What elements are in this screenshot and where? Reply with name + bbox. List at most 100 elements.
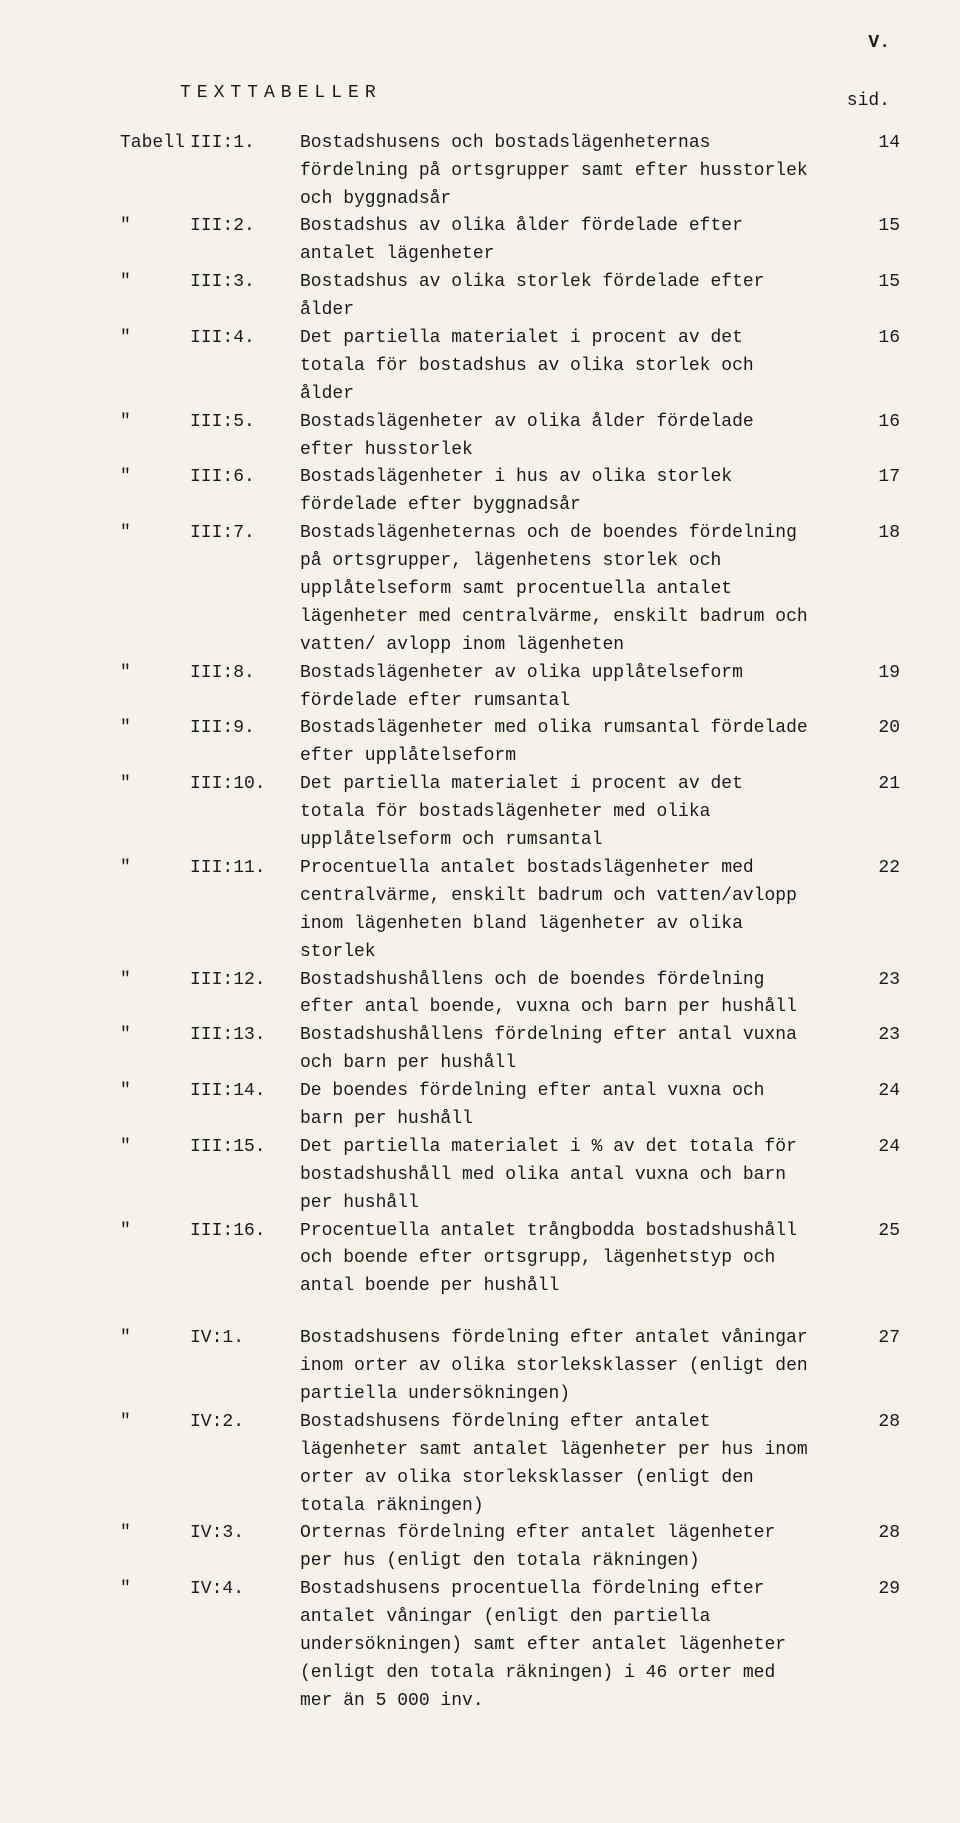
- entry-id: "III:4.: [120, 325, 300, 409]
- entry-page: 22: [860, 855, 900, 967]
- entry-mark: ": [120, 771, 190, 855]
- entry-description: Bostadslägenheter i hus av olika storlek…: [300, 464, 860, 520]
- entry-mark: ": [120, 520, 190, 659]
- entry-page: 16: [860, 325, 900, 409]
- toc-entry: "III:5.Bostadslägenheter av olika ålder …: [120, 409, 900, 465]
- entry-description: Bostadslägenheter av olika upplåtelsefor…: [300, 660, 860, 716]
- toc-entry: "IV:3.Orternas fördelning efter antalet …: [120, 1520, 900, 1576]
- entry-mark: ": [120, 1218, 190, 1302]
- entry-mark: ": [120, 660, 190, 716]
- toc-entry: "III:4.Det partiella materialet i procen…: [120, 325, 900, 409]
- entry-label: III:2.: [190, 213, 300, 269]
- entry-page: 23: [860, 1022, 900, 1078]
- entry-page: 19: [860, 660, 900, 716]
- entry-label: III:11.: [190, 855, 300, 967]
- toc-entry: "III:11.Procentuella antalet bostadsläge…: [120, 855, 900, 967]
- entry-description: Bostadslägenheter med olika rumsantal fö…: [300, 715, 860, 771]
- entry-page: 28: [860, 1520, 900, 1576]
- entry-id: "III:15.: [120, 1134, 300, 1218]
- entry-label: III:13.: [190, 1022, 300, 1078]
- entry-label: III:1.: [190, 130, 300, 214]
- toc-entry: "IV:1.Bostadshusens fördelning efter ant…: [120, 1325, 900, 1409]
- entry-label: III:4.: [190, 325, 300, 409]
- entry-mark: ": [120, 1134, 190, 1218]
- entry-page: 16: [860, 409, 900, 465]
- entry-description: Bostadshushållens och de boendes fördeln…: [300, 967, 860, 1023]
- entry-label: III:16.: [190, 1218, 300, 1302]
- entry-id: "III:11.: [120, 855, 300, 967]
- entry-id: "IV:3.: [120, 1520, 300, 1576]
- entry-label: III:10.: [190, 771, 300, 855]
- entry-page: 18: [860, 520, 900, 659]
- entry-id: "III:10.: [120, 771, 300, 855]
- entry-id: "III:7.: [120, 520, 300, 659]
- entry-label: III:9.: [190, 715, 300, 771]
- entry-description: Procentuella antalet trångbodda bostadsh…: [300, 1218, 860, 1302]
- entry-page: 15: [860, 269, 900, 325]
- entry-id: "III:8.: [120, 660, 300, 716]
- entry-label: III:15.: [190, 1134, 300, 1218]
- entry-label: III:6.: [190, 464, 300, 520]
- page: V. TEXTTABELLER sid. TabellIII:1.Bostads…: [0, 0, 960, 1823]
- entry-id: "III:13.: [120, 1022, 300, 1078]
- table-of-contents-group-1: TabellIII:1.Bostadshusens och bostadsläg…: [120, 130, 900, 1301]
- entry-id: "III:14.: [120, 1078, 300, 1134]
- entry-mark: ": [120, 269, 190, 325]
- entry-page: 21: [860, 771, 900, 855]
- entry-page: 24: [860, 1078, 900, 1134]
- toc-entry: "III:3.Bostadshus av olika storlek förde…: [120, 269, 900, 325]
- entry-page: 17: [860, 464, 900, 520]
- entry-description: Det partiella materialet i % av det tota…: [300, 1134, 860, 1218]
- toc-entry: "III:2.Bostadshus av olika ålder fördela…: [120, 213, 900, 269]
- entry-description: Bostadshusens procentuella fördelning ef…: [300, 1576, 860, 1715]
- entry-label: IV:1.: [190, 1325, 300, 1409]
- entry-description: Bostadshusens fördelning efter antalet v…: [300, 1325, 860, 1409]
- entry-id: "III:9.: [120, 715, 300, 771]
- entry-page: 27: [860, 1325, 900, 1409]
- toc-entry: "III:16.Procentuella antalet trångbodda …: [120, 1218, 900, 1302]
- entry-id: "IV:1.: [120, 1325, 300, 1409]
- toc-entry: "III:7.Bostadslägenheternas och de boend…: [120, 520, 900, 659]
- entry-id: "III:6.: [120, 464, 300, 520]
- entry-description: Det partiella materialet i procent av de…: [300, 325, 860, 409]
- entry-mark: ": [120, 325, 190, 409]
- entry-mark: ": [120, 409, 190, 465]
- entry-id: "III:12.: [120, 967, 300, 1023]
- entry-description: Orternas fördelning efter antalet lägenh…: [300, 1520, 860, 1576]
- table-of-contents-group-2: "IV:1.Bostadshusens fördelning efter ant…: [120, 1325, 900, 1715]
- entry-page: 20: [860, 715, 900, 771]
- entry-page: 14: [860, 130, 900, 214]
- entry-mark: ": [120, 855, 190, 967]
- entry-description: Bostadslägenheter av olika ålder fördela…: [300, 409, 860, 465]
- toc-entry: "III:8.Bostadslägenheter av olika upplåt…: [120, 660, 900, 716]
- entry-description: De boendes fördelning efter antal vuxna …: [300, 1078, 860, 1134]
- toc-entry: "IV:4.Bostadshusens procentuella fördeln…: [120, 1576, 900, 1715]
- entry-mark: ": [120, 967, 190, 1023]
- entry-mark: ": [120, 1409, 190, 1521]
- entry-label: III:7.: [190, 520, 300, 659]
- entry-page: 25: [860, 1218, 900, 1302]
- entry-id: "III:16.: [120, 1218, 300, 1302]
- toc-entry: "III:13.Bostadshushållens fördelning eft…: [120, 1022, 900, 1078]
- entry-mark: ": [120, 464, 190, 520]
- entry-mark: ": [120, 1520, 190, 1576]
- entry-label: III:12.: [190, 967, 300, 1023]
- page-number: V.: [868, 30, 890, 58]
- entry-description: Det partiella materialet i procent av de…: [300, 771, 860, 855]
- toc-entry: "III:6.Bostadslägenheter i hus av olika …: [120, 464, 900, 520]
- entry-description: Bostadshus av olika ålder fördelade efte…: [300, 213, 860, 269]
- toc-entry: "III:14.De boendes fördelning efter anta…: [120, 1078, 900, 1134]
- entry-mark: ": [120, 1576, 190, 1715]
- entry-description: Bostadshushållens fördelning efter antal…: [300, 1022, 860, 1078]
- entry-mark: ": [120, 213, 190, 269]
- entry-description: Bostadshus av olika storlek fördelade ef…: [300, 269, 860, 325]
- entry-page: 29: [860, 1576, 900, 1715]
- entry-mark: ": [120, 1078, 190, 1134]
- entry-label: IV:2.: [190, 1409, 300, 1521]
- entry-id: "IV:2.: [120, 1409, 300, 1521]
- entry-label: III:3.: [190, 269, 300, 325]
- entry-label: III:8.: [190, 660, 300, 716]
- entry-description: Procentuella antalet bostadslägenheter m…: [300, 855, 860, 967]
- toc-entry: TabellIII:1.Bostadshusens och bostadsläg…: [120, 130, 900, 214]
- entry-id: "IV:4.: [120, 1576, 300, 1715]
